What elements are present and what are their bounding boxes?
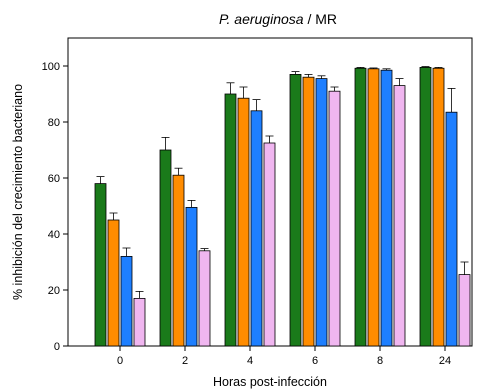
bar-0-s4 [133, 297, 146, 347]
chart-title: P. aeruginosa / MR [219, 11, 337, 27]
bar-24-s1 [419, 67, 432, 347]
x-tick-label-4: 4 [247, 355, 253, 367]
bar-2-s3 [185, 206, 198, 347]
bar-24-s4 [458, 274, 471, 347]
x-axis-label: Horas post-infección [213, 375, 327, 389]
bar-4-s4 [263, 142, 276, 347]
bars-group [94, 66, 471, 347]
bar-4-s1 [224, 93, 237, 347]
bar-4-s3 [250, 110, 263, 347]
y-tick-label-80: 80 [48, 117, 60, 129]
y-tick-label-40: 40 [48, 229, 60, 241]
y-tick-label-100: 100 [42, 61, 60, 73]
y-axis: 0 20 40 60 80 100 [42, 61, 68, 353]
y-tick-label-0: 0 [54, 341, 60, 353]
x-tick-label-8: 8 [377, 355, 383, 367]
bar-2-s2 [172, 174, 185, 347]
chart-title-italic: P. aeruginosa [219, 11, 304, 27]
bar-8-s3 [380, 69, 393, 347]
bar-24-s2 [432, 67, 445, 347]
bar-0-s2 [107, 219, 120, 347]
bar-24-s3 [445, 111, 458, 347]
bar-8-s1 [354, 67, 367, 347]
chart-title-rest: / MR [304, 11, 337, 27]
bar-0-s3 [120, 255, 133, 347]
bar-6-s4 [328, 90, 341, 347]
y-axis-label: % inhibición del crecimiento bacteriano [11, 84, 25, 300]
bar-2-s4 [198, 250, 211, 347]
bar-8-s2 [367, 68, 380, 347]
x-tick-label-6: 6 [312, 355, 318, 367]
x-tick-label-0: 0 [117, 355, 123, 367]
bar-6-s1 [289, 74, 302, 347]
bar-4-s2 [237, 97, 250, 347]
y-tick-label-20: 20 [48, 285, 60, 297]
x-tick-label-24: 24 [439, 355, 451, 367]
bar-6-s3 [315, 78, 328, 347]
bar-0-s1 [94, 183, 107, 347]
bar-6-s2 [302, 76, 315, 347]
x-axis: 0 2 4 6 8 24 [117, 346, 451, 367]
y-tick-label-60: 60 [48, 173, 60, 185]
x-tick-label-2: 2 [182, 355, 188, 367]
bar-8-s4 [393, 85, 406, 347]
bar-2-s1 [159, 149, 172, 347]
